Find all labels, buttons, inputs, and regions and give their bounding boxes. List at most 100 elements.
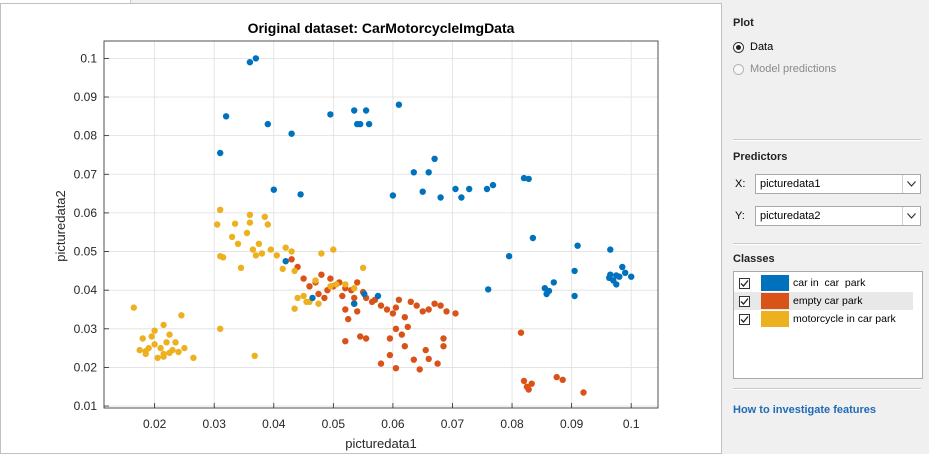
scatter-point [520,377,528,385]
scatter-point [228,233,236,241]
scatter-point [362,335,370,342]
radio-data[interactable]: Data [733,39,773,55]
scatter-point [321,294,328,302]
scatter-point [553,373,560,381]
scatter-point [437,302,444,309]
radio-data-label: Data [750,41,774,53]
class-checkbox-empty[interactable] [739,295,750,307]
scatter-point [425,169,432,176]
grid-lines [104,41,658,408]
x-predictor-row: X: picturedata1 [735,174,921,194]
y-tick-label: 0.03 [74,322,98,336]
radio-model-predictions-label: Model predictions [750,63,837,75]
scatter-point [282,244,289,251]
scatter-point [327,275,334,282]
scatter-point [279,265,286,273]
scatter-point [550,279,557,286]
chart-title: Original dataset: CarMotorcycleImgData [248,20,515,36]
chevron-down-icon[interactable] [902,207,920,225]
scatter-point [434,360,441,367]
scatter-point [374,292,382,300]
scatter-point [217,206,224,213]
scatter-point [261,213,268,220]
scatter-point [333,281,340,288]
scatter-point [300,292,307,300]
scatter-point [342,338,349,345]
scatter-point [517,329,525,336]
y-tick-label: 0.04 [74,283,98,297]
scatter-point [419,188,426,195]
scatter-point [452,310,459,317]
data-points [130,55,635,396]
class-checkbox-car[interactable] [739,277,750,289]
scatter-point [339,292,346,300]
class-row-empty[interactable]: empty car park [734,292,913,310]
classes-list: car in car park empty car park motorcycl… [733,271,923,379]
scatter-point [297,191,304,198]
scatter-point [392,325,400,332]
scatter-point [246,219,254,226]
class-checkbox-motorcycle[interactable] [739,313,750,325]
scatter-point [574,242,581,249]
scatter-point [440,343,447,350]
class-row-car[interactable]: car in car park [734,274,913,292]
x-predictor-select[interactable]: picturedata1 [755,174,921,194]
scatter-point [318,250,325,257]
class-label-car: car in car park [793,277,866,289]
how-to-investigate-link[interactable]: How to investigate features [733,404,877,416]
x-tick-label: 0.02 [143,417,167,431]
y-predictor-select[interactable]: picturedata2 [755,206,921,226]
scatter-point [315,300,322,307]
axes-frame [103,40,659,409]
scatter-point [234,240,242,247]
scatter-point [318,271,325,278]
scatter-point [151,341,158,348]
scatter-point [607,246,614,253]
scatter-point [559,376,566,383]
scatter-point [571,267,578,275]
radio-data-indicator[interactable] [733,41,744,53]
y-tick-label: 0.09 [74,90,98,104]
y-tick-label: 0.06 [74,206,98,220]
scatter-point [166,331,173,338]
scatter-point [354,308,361,315]
scatter-point [246,59,254,66]
radio-model-predictions[interactable]: Model predictions [733,61,836,77]
y-predictor-value: picturedata2 [760,210,821,222]
x-tick-label: 0.1 [623,417,640,431]
y-predictor-label: Y: [735,210,745,222]
scatter-point [154,354,161,361]
scatter-point [181,344,188,352]
scatter-point [267,246,274,253]
scatter-point [431,300,438,307]
scatter-point [389,310,397,317]
scatter-point [365,120,373,128]
scatter-point [401,343,408,350]
scatter-point [525,386,532,393]
scatter-point [148,333,155,340]
scatter-point [485,286,492,293]
document-tab[interactable] [0,0,131,4]
y-axis-label: picturedata2 [53,190,68,262]
scatter-point [386,351,394,359]
scatter-point [139,335,146,342]
scatter-point [136,346,143,354]
scatter-point [452,185,459,193]
class-row-motorcycle[interactable]: motorcycle in car park [734,310,913,328]
scatter-point [251,352,258,359]
radio-model-predictions-indicator[interactable] [733,63,744,75]
x-predictor-value: picturedata1 [760,178,821,190]
scatter-point [416,366,423,373]
scatter-point [294,294,301,302]
scatter-point [351,107,358,114]
scatter-point [231,220,239,227]
scatter-point [175,348,182,356]
chevron-down-icon[interactable] [902,175,920,193]
scatter-point [151,327,158,334]
scatter-point [359,264,367,271]
classes-section-title: Classes [733,253,775,265]
scatter-point [437,194,444,201]
scatter-point [291,267,298,275]
scatter-point [351,285,358,292]
scatter-point [401,314,408,321]
